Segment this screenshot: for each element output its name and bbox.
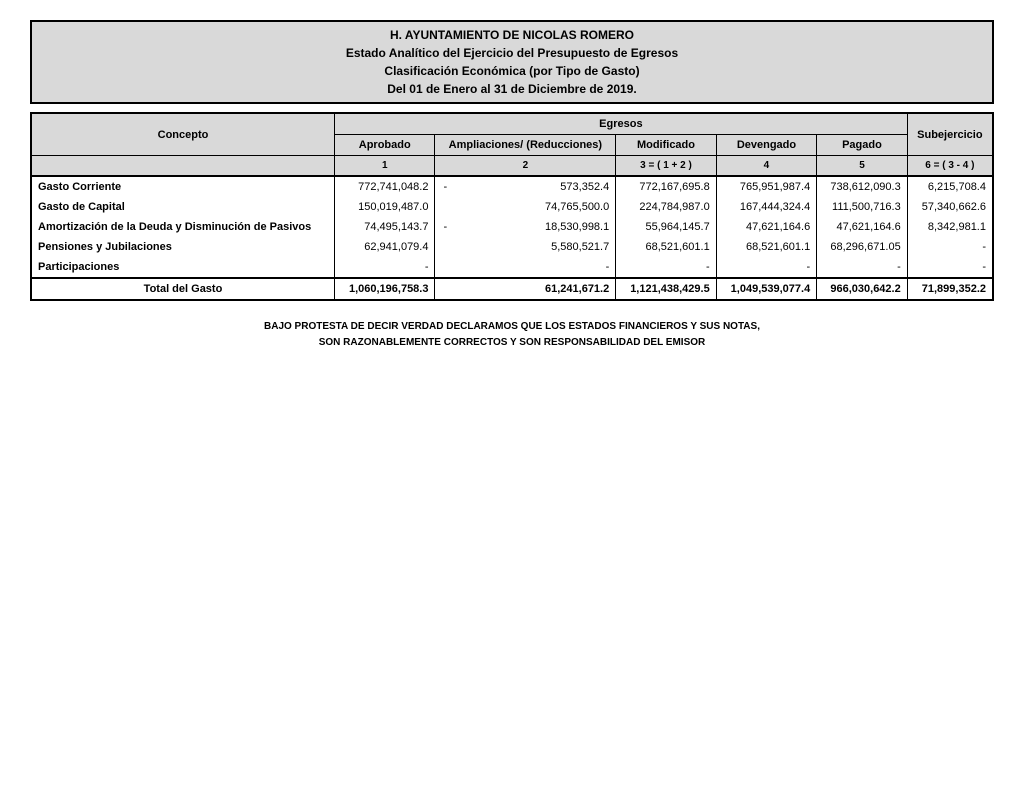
concept-cell: Gasto de Capital (31, 197, 335, 217)
col-f1: 1 (335, 156, 435, 177)
num-cell: 68,521,601.1 (616, 237, 716, 257)
num-cell: 74,765,500.0 (435, 197, 616, 217)
col-modificado: Modificado (616, 135, 716, 156)
header-line-1: H. AYUNTAMIENTO DE NICOLAS ROMERO (32, 26, 992, 44)
num-cell: 772,167,695.8 (616, 176, 716, 197)
num-cell: 111,500,716.3 (817, 197, 908, 217)
col-f6: 6 = ( 3 - 4 ) (907, 156, 993, 177)
total-label: Total del Gasto (31, 278, 335, 300)
col-devengado: Devengado (716, 135, 816, 156)
num-cell: - (716, 257, 816, 278)
total-cell: 1,060,196,758.3 (335, 278, 435, 300)
num-cell: 68,296,671.05 (817, 237, 908, 257)
concept-cell: Pensiones y Jubilaciones (31, 237, 335, 257)
col-blank (31, 156, 335, 177)
col-f3: 3 = ( 1 + 2 ) (616, 156, 716, 177)
num-cell: 150,019,487.0 (335, 197, 435, 217)
num-cell: 772,741,048.2 (335, 176, 435, 197)
concept-cell: Amortización de la Deuda y Disminución d… (31, 217, 335, 237)
num-cell: 5,580,521.7 (435, 237, 616, 257)
num-cell: -573,352.4 (435, 176, 616, 197)
num-cell: 55,964,145.7 (616, 217, 716, 237)
num-cell: - (335, 257, 435, 278)
header-line-3: Clasificación Económica (por Tipo de Gas… (32, 62, 992, 80)
col-egresos: Egresos (335, 113, 908, 135)
total-cell: 1,049,539,077.4 (716, 278, 816, 300)
num-cell: 6,215,708.4 (907, 176, 993, 197)
table-row: Participaciones------ (31, 257, 993, 278)
num-cell: -18,530,998.1 (435, 217, 616, 237)
num-cell: 68,521,601.1 (716, 237, 816, 257)
col-ampliaciones: Ampliaciones/ (Reducciones) (435, 135, 616, 156)
table-row: Gasto Corriente772,741,048.2-573,352.477… (31, 176, 993, 197)
col-f4: 4 (716, 156, 816, 177)
num-cell: 738,612,090.3 (817, 176, 908, 197)
col-subejercicio: Subejercicio (907, 113, 993, 156)
concept-cell: Gasto Corriente (31, 176, 335, 197)
total-cell: 61,241,671.2 (435, 278, 616, 300)
header-line-2: Estado Analítico del Ejercicio del Presu… (32, 44, 992, 62)
num-cell: 47,621,164.6 (716, 217, 816, 237)
footer-line-1: BAJO PROTESTA DE DECIR VERDAD DECLARAMOS… (30, 319, 994, 335)
num-cell: - (435, 257, 616, 278)
col-aprobado: Aprobado (335, 135, 435, 156)
num-cell: 74,495,143.7 (335, 217, 435, 237)
num-cell: - (907, 237, 993, 257)
num-cell: 47,621,164.6 (817, 217, 908, 237)
num-cell: 8,342,981.1 (907, 217, 993, 237)
table-row: Amortización de la Deuda y Disminución d… (31, 217, 993, 237)
num-cell: 224,784,987.0 (616, 197, 716, 217)
report-header: H. AYUNTAMIENTO DE NICOLAS ROMERO Estado… (30, 20, 994, 104)
num-cell: - (817, 257, 908, 278)
col-f2: 2 (435, 156, 616, 177)
total-cell: 1,121,438,429.5 (616, 278, 716, 300)
col-f5: 5 (817, 156, 908, 177)
num-cell: - (907, 257, 993, 278)
total-cell: 966,030,642.2 (817, 278, 908, 300)
col-concepto: Concepto (31, 113, 335, 156)
num-cell: 62,941,079.4 (335, 237, 435, 257)
budget-table: Concepto Egresos Subejercicio Aprobado A… (30, 112, 994, 301)
num-cell: 167,444,324.4 (716, 197, 816, 217)
header-line-4: Del 01 de Enero al 31 de Diciembre de 20… (32, 80, 992, 98)
table-row: Pensiones y Jubilaciones62,941,079.45,58… (31, 237, 993, 257)
num-cell: 57,340,662.6 (907, 197, 993, 217)
col-pagado: Pagado (817, 135, 908, 156)
num-cell: - (616, 257, 716, 278)
table-row: Gasto de Capital150,019,487.074,765,500.… (31, 197, 993, 217)
total-row: Total del Gasto1,060,196,758.361,241,671… (31, 278, 993, 300)
footer-line-2: SON RAZONABLEMENTE CORRECTOS Y SON RESPO… (30, 335, 994, 351)
total-cell: 71,899,352.2 (907, 278, 993, 300)
concept-cell: Participaciones (31, 257, 335, 278)
num-cell: 765,951,987.4 (716, 176, 816, 197)
footer-disclaimer: BAJO PROTESTA DE DECIR VERDAD DECLARAMOS… (30, 319, 994, 351)
